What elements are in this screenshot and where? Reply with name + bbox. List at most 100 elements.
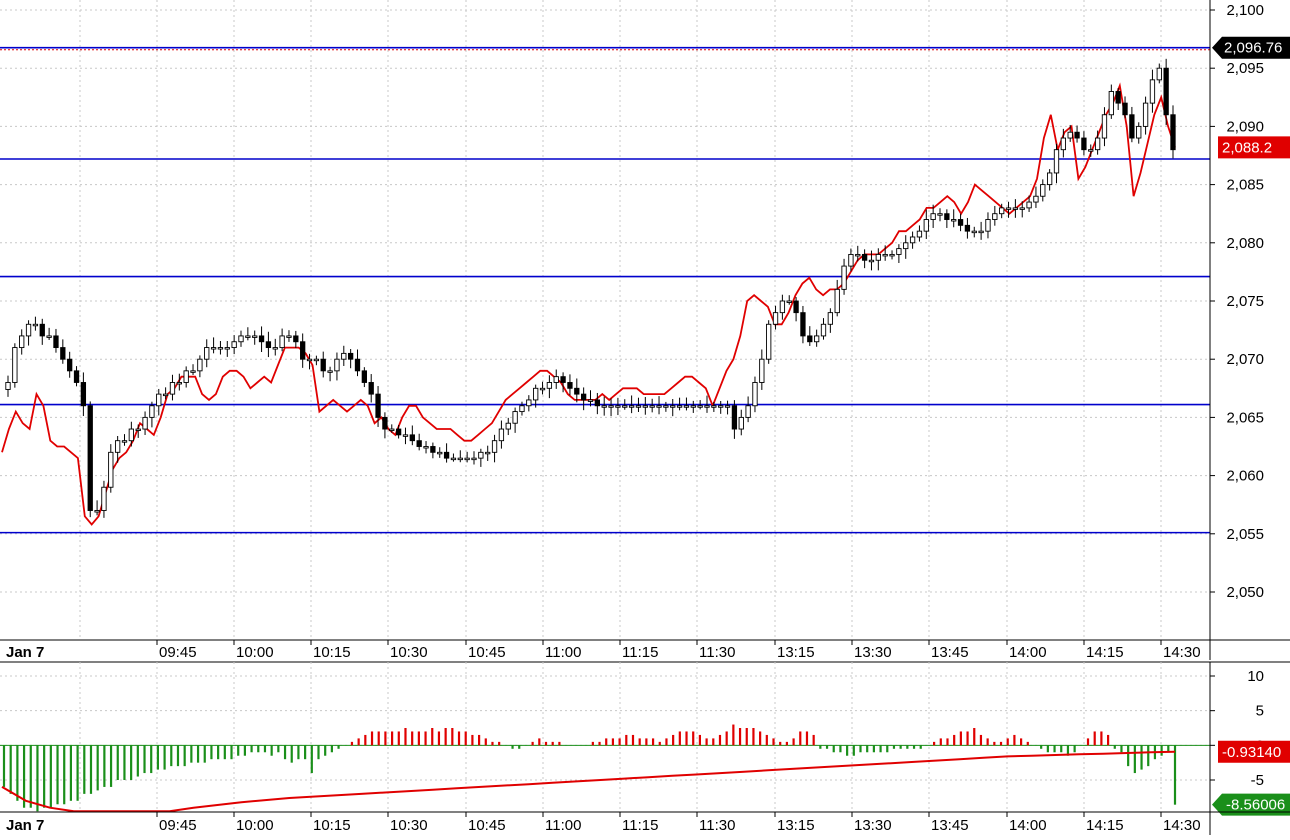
candle-body [724, 405, 731, 408]
candle-body [1074, 131, 1080, 139]
candle-body [169, 382, 176, 395]
candle-body [306, 358, 313, 362]
candle-body [279, 335, 285, 349]
price-y-tick-label: 2,055 [1226, 526, 1264, 543]
candle-body [1005, 207, 1012, 210]
osc-y-tick-label: 5 [1256, 703, 1264, 720]
candle-body [334, 358, 340, 372]
candle-body [512, 411, 518, 424]
candle-body [53, 335, 59, 349]
candle-body [231, 341, 237, 349]
candle-body [204, 347, 210, 360]
candle-body [1088, 149, 1094, 152]
candle-body [1170, 114, 1176, 151]
candle-body [1129, 114, 1135, 139]
candle-body [882, 253, 888, 257]
candle-body [114, 440, 121, 453]
candle-body [25, 323, 32, 337]
candle-body [628, 405, 635, 408]
candle-body [985, 219, 991, 232]
candle-body [560, 376, 566, 383]
time-label: 11:15 [622, 817, 658, 834]
candle-body [1060, 137, 1067, 151]
osc-signal-value-badge [1218, 740, 1290, 763]
price-plot-area [0, 0, 1210, 640]
red-line-price-badge-text: 2,088.2 [1222, 139, 1272, 156]
candle-body [861, 253, 868, 261]
time-axis-bottom: Jan 7 09:45 10:00 10:15 10:30 10:45 11:00 11:15… [6, 812, 1201, 834]
candle-body [389, 428, 395, 431]
candle-body [539, 387, 546, 391]
time-label: 11:15 [622, 644, 658, 661]
candle-body [793, 300, 799, 314]
time-label: 10:00 [236, 644, 274, 661]
time-label: 09:45 [159, 644, 197, 661]
candle-body [238, 335, 244, 343]
time-label: 09:45 [159, 817, 197, 834]
candle-body [485, 451, 491, 455]
time-label: 13:30 [854, 644, 892, 661]
oscillator-panel: 1050-5 -0.93140-8.56006 [0, 662, 1290, 835]
candle-body [149, 405, 155, 418]
candle-body [32, 323, 39, 327]
candle-body [313, 358, 320, 362]
candle-body [656, 405, 662, 408]
candle-body [1053, 149, 1060, 174]
time-label: 11:30 [699, 644, 735, 661]
candle-body [663, 405, 669, 408]
time-label-date: Jan 7 [6, 644, 44, 661]
time-label: 14:00 [1009, 644, 1047, 661]
candle-body [135, 428, 141, 431]
candle-body [423, 446, 429, 449]
time-label: 10:00 [236, 817, 274, 834]
candle-body [923, 219, 929, 232]
candle-body [738, 416, 744, 430]
candle-body [567, 382, 573, 389]
candle-body [217, 347, 224, 350]
candle-body [889, 253, 895, 257]
candle-body [820, 323, 827, 337]
candle-body [1149, 79, 1156, 104]
candle-body [354, 358, 361, 372]
price-y-tick-label: 2,095 [1226, 60, 1264, 77]
time-label: 13:15 [777, 644, 815, 661]
candle-body [930, 213, 936, 220]
candle-body [108, 451, 114, 488]
candle-body [80, 382, 87, 407]
candle-body [265, 341, 272, 349]
candle-body [526, 399, 532, 407]
candle-body [471, 457, 477, 461]
candle-body [402, 434, 409, 437]
candle-body [841, 265, 847, 290]
price-candles [5, 58, 1176, 518]
candle-body [711, 405, 717, 408]
candle-body [608, 405, 614, 408]
last-price-badge-text: 2,096.76 [1224, 40, 1282, 57]
candle-body [1136, 125, 1142, 139]
candle-body [368, 382, 374, 395]
candle-body [430, 446, 436, 453]
candle-body [827, 312, 834, 325]
candle-body [731, 405, 738, 430]
candle-body [375, 393, 381, 418]
candle-body [1101, 114, 1108, 139]
candle-body [813, 335, 820, 343]
candle-body [286, 335, 292, 338]
candle-body [951, 219, 957, 222]
candle-body [320, 358, 326, 372]
candle-body [464, 457, 470, 461]
candle-body [909, 236, 916, 244]
price-y-tick-label: 2,090 [1226, 118, 1264, 135]
candle-body [875, 253, 881, 261]
oscillator-bars [2, 724, 1177, 812]
time-label: 14:30 [1163, 817, 1201, 834]
candle-body [848, 253, 854, 267]
time-label: 11:00 [545, 644, 581, 661]
candle-body [587, 399, 594, 402]
candle-body [224, 347, 230, 350]
candle-body [642, 405, 648, 408]
candle-body [766, 323, 772, 360]
candle-body [868, 259, 875, 263]
candle-body [855, 253, 861, 257]
osc-y-tick-label: 10 [1247, 668, 1264, 685]
